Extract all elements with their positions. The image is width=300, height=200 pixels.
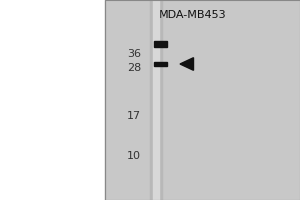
- Bar: [0, 0, 105, 200]
- Bar: [154, 62, 167, 66]
- Text: 17: 17: [127, 111, 141, 121]
- Bar: [150, 0, 162, 200]
- Bar: [153, 0, 159, 200]
- Bar: [105, 0, 300, 200]
- Text: 36: 36: [127, 49, 141, 59]
- Text: MDA-MB453: MDA-MB453: [159, 10, 226, 20]
- Text: 28: 28: [127, 63, 141, 73]
- Bar: [105, 0, 300, 200]
- Polygon shape: [180, 58, 194, 70]
- Bar: [154, 42, 167, 46]
- Text: 10: 10: [127, 151, 141, 161]
